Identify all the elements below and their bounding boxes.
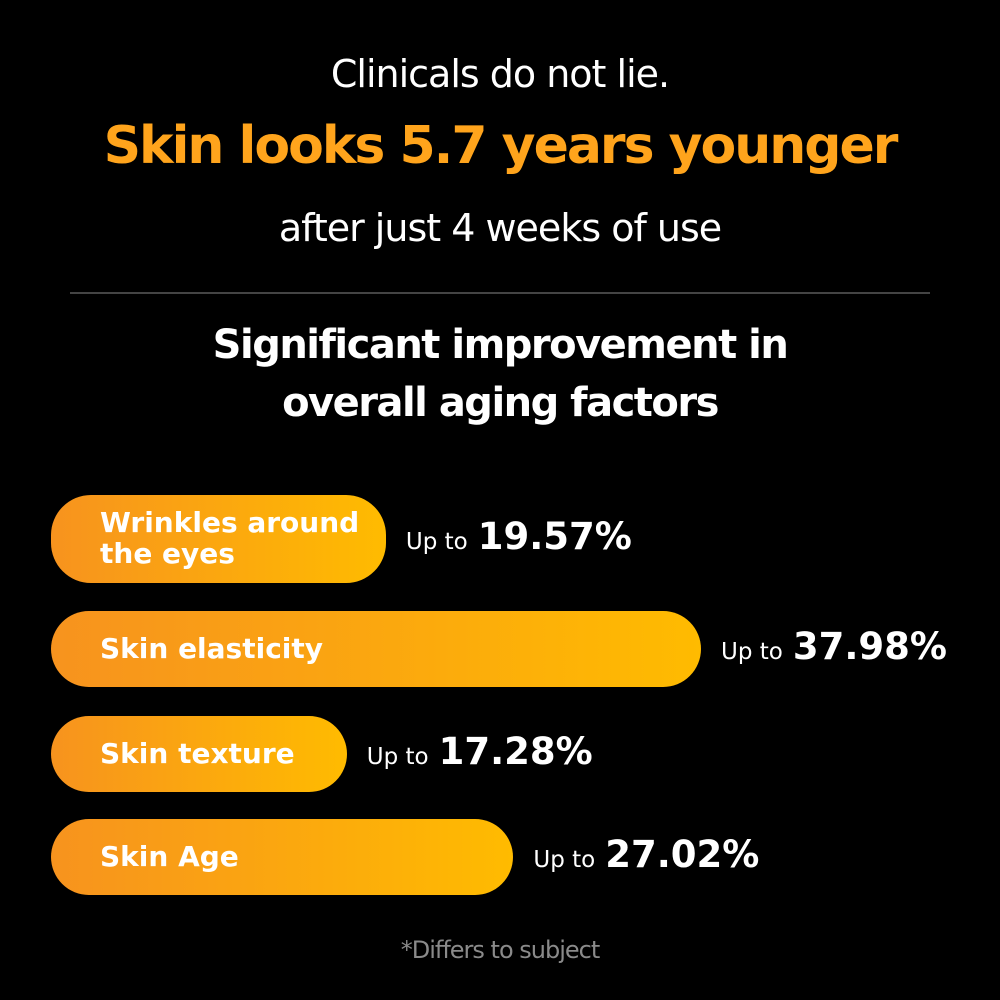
heading: Significant improvement in: [212, 322, 789, 368]
value-number: 17.28%: [438, 730, 593, 773]
bar: Skin Age: [51, 819, 514, 895]
value-number: 19.57%: [477, 515, 632, 558]
category-label: Skin texture: [100, 736, 295, 770]
value-prefix: Up to: [405, 529, 468, 555]
subtitle: after just 4 weeks of use: [278, 206, 722, 250]
bar: Skin elasticity: [51, 611, 701, 687]
divider: [70, 292, 930, 294]
bar: Wrinkles around the eyes: [51, 495, 386, 583]
value-number: 37.98%: [792, 625, 947, 668]
bar: Skin texture: [51, 716, 347, 792]
title: Skin looks 5.7 years younger: [103, 116, 899, 176]
value-prefix: Up to: [721, 639, 783, 665]
category-label: Wrinkles around the eyes: [100, 506, 360, 570]
value-label: Up to 19.57%: [406, 515, 632, 558]
value-number: 27.02%: [605, 833, 760, 876]
category-label: Skin Age: [100, 839, 239, 873]
value-prefix: Up to: [533, 847, 596, 873]
pretitle: Clinicals do not lie.: [330, 52, 670, 96]
value-label: Up to 37.98%: [721, 625, 947, 668]
value-label: Up to 17.28%: [367, 730, 593, 773]
value-label: Up to 27.02%: [533, 833, 759, 876]
value-prefix: Up to: [366, 744, 429, 770]
heading: overall aging factors: [282, 380, 719, 426]
footnote: *Differs to subject: [400, 936, 601, 964]
category-label: Skin elasticity: [100, 631, 324, 665]
